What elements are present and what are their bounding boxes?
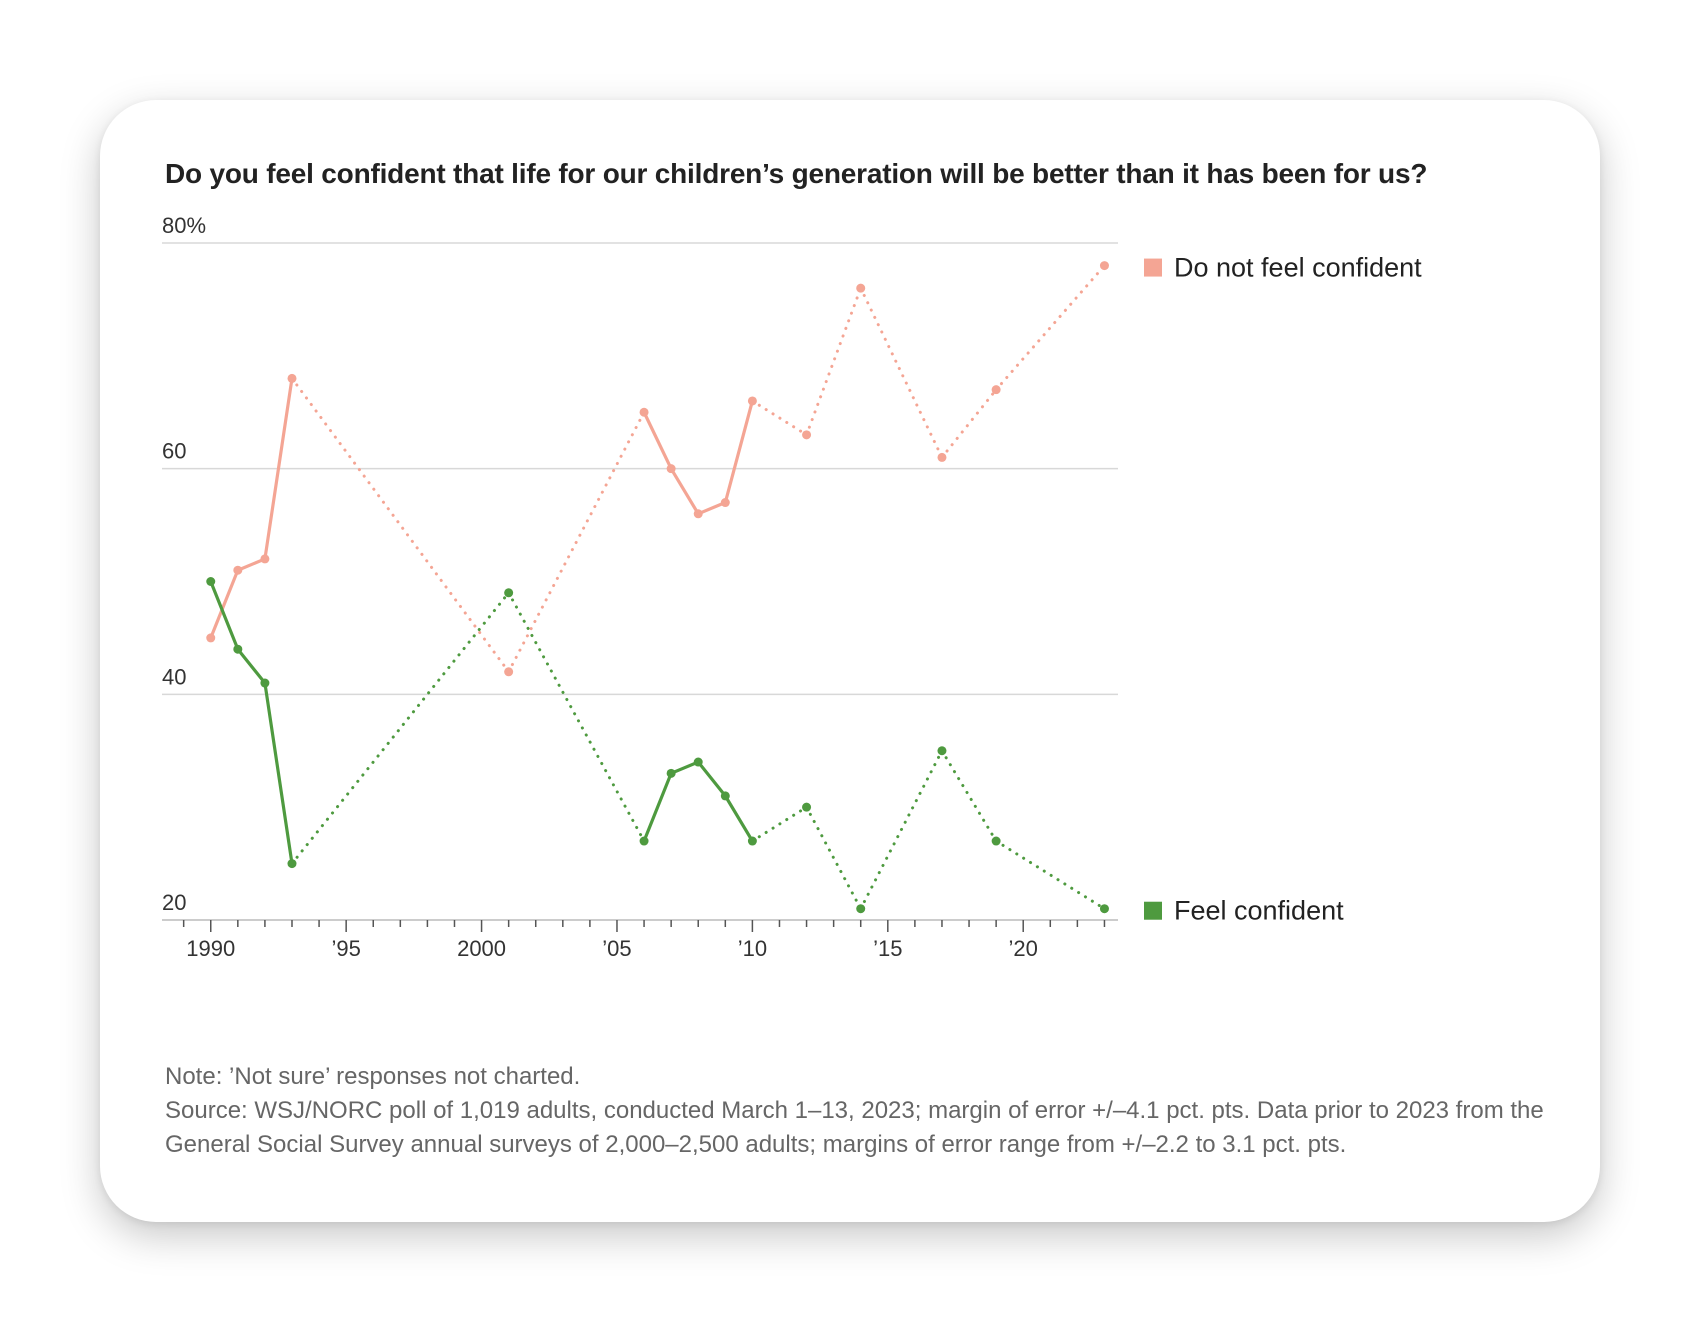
gridlines: 80% 60 40 20 (162, 213, 1118, 915)
confident-point (747, 836, 757, 846)
series-lines (206, 261, 1109, 914)
confident-point (639, 836, 649, 846)
confident-point (856, 904, 866, 914)
legend-label-confident: Feel confident (1174, 896, 1344, 926)
confident-segment (940, 749, 998, 843)
not-confident-segment (642, 410, 673, 471)
not-confident-point (856, 283, 866, 293)
confident-segment (696, 760, 727, 798)
not-confident-segment (859, 286, 944, 459)
legend-swatch-not-confident (1144, 258, 1162, 277)
not-confident-segment (940, 388, 998, 459)
legend-label-not-confident: Do not feel confident (1174, 253, 1422, 283)
not-confident-segment (236, 557, 267, 572)
x-tick-label-2005: ’05 (602, 936, 631, 961)
not-confident-point (1099, 261, 1109, 271)
chart-notes: Note: ’Not sure’ responses not charted. … (165, 1060, 1565, 1162)
y-tick-label-80: 80% (162, 213, 206, 238)
legend: Do not feel confident Feel confident (1144, 253, 1422, 926)
not-confident-point (693, 509, 703, 519)
confident-segment (750, 805, 809, 843)
note-text: Note: ’Not sure’ responses not charted. (165, 1063, 581, 1090)
y-tick-label-40: 40 (162, 664, 186, 689)
confident-point (206, 577, 216, 586)
not-confident-point (287, 373, 297, 383)
x-tick-label-1990: 1990 (186, 936, 235, 961)
confident-point (802, 802, 812, 812)
not-confident-point (233, 565, 243, 575)
x-axis: 1990 ’95 2000 ’05 ’10 ’15 ’20 (162, 919, 1118, 961)
confident-segment (805, 805, 863, 911)
confident-segment (263, 681, 294, 866)
confident-point (504, 588, 514, 598)
not-confident-point (666, 464, 676, 474)
confident-point (693, 757, 703, 767)
confident-segment (994, 839, 1106, 911)
not-confident-segment (696, 500, 727, 516)
confident-segment (859, 749, 944, 911)
confident-point (260, 678, 270, 688)
confident-point (991, 836, 1001, 846)
legend-swatch-confident (1144, 901, 1162, 920)
confident-point (720, 791, 730, 801)
confident-segment (507, 591, 646, 843)
y-tick-label-20: 20 (162, 890, 186, 915)
not-confident-point (260, 554, 270, 564)
not-confident-point (504, 667, 514, 677)
confident-point (1099, 904, 1109, 914)
confident-segment (236, 647, 267, 685)
confident-segment (723, 794, 754, 843)
y-tick-label-60: 60 (162, 439, 186, 464)
confident-segment (642, 771, 673, 843)
chart-card: Do you feel confident that life for our … (100, 100, 1600, 1222)
not-confident-point (991, 385, 1001, 395)
x-tick-label-2010: ’10 (738, 936, 767, 961)
confident-segment (209, 579, 240, 651)
chart-title: Do you feel confident that life for our … (165, 158, 1428, 189)
not-confident-point (937, 452, 947, 462)
not-confident-segment (805, 286, 863, 437)
confident-point (233, 644, 243, 654)
not-confident-segment (994, 264, 1106, 392)
confident-segment (290, 591, 511, 866)
not-confident-point (802, 430, 812, 440)
x-tick-label-2015: ’15 (873, 936, 902, 961)
x-tick-label-2000: 2000 (457, 936, 506, 961)
x-tick-label-1995: ’95 (331, 936, 360, 961)
not-confident-segment (507, 410, 646, 674)
not-confident-segment (750, 399, 809, 437)
x-tick-label-2020: ’20 (1009, 936, 1038, 961)
confident-point (937, 746, 947, 756)
not-confident-point (747, 396, 757, 406)
not-confident-segment (290, 376, 511, 674)
not-confident-segment (209, 568, 240, 640)
line-chart: 80% 60 40 20 1990 ’95 2000 ’05 ’10 ’15 ’20 Do not… (162, 213, 1422, 961)
not-confident-segment (669, 467, 700, 516)
not-confident-point (720, 498, 730, 508)
confident-segment (669, 760, 700, 775)
not-confident-segment (263, 376, 294, 561)
not-confident-point (639, 407, 649, 417)
confident-point (666, 768, 676, 778)
confident-point (287, 859, 297, 869)
source-text: Source: WSJ/NORC poll of 1,019 adults, c… (165, 1097, 1544, 1158)
not-confident-point (206, 633, 216, 643)
not-confident-segment (723, 399, 754, 505)
